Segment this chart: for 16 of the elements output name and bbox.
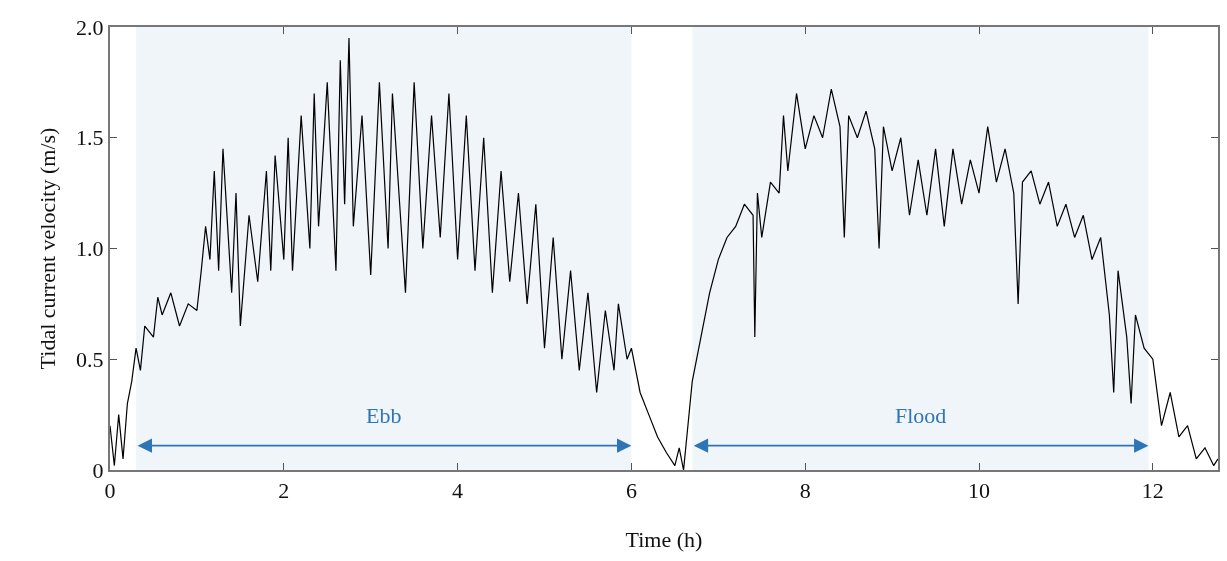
- y-axis-title: Tidal current velocity (m/s): [35, 127, 60, 370]
- x-tick-label: 2: [278, 478, 290, 504]
- y-tick-label: 1.0: [76, 236, 104, 262]
- y-tick-label: 0: [92, 457, 104, 483]
- line-series: [110, 37, 1218, 470]
- band-label: Flood: [895, 403, 947, 428]
- y-tick-label: 0.5: [76, 346, 104, 372]
- x-tick-label: 12: [1141, 478, 1164, 504]
- y-tick-label: 2.0: [76, 14, 104, 40]
- y-tick-label: 1.5: [76, 125, 104, 151]
- band-label: Ebb: [366, 403, 402, 428]
- x-tick-label: 6: [625, 478, 637, 504]
- x-tick-label: 8: [799, 478, 811, 504]
- x-tick-label: 4: [452, 478, 464, 504]
- x-axis-title: Time (h): [625, 527, 703, 552]
- x-tick-label: 10: [968, 478, 991, 504]
